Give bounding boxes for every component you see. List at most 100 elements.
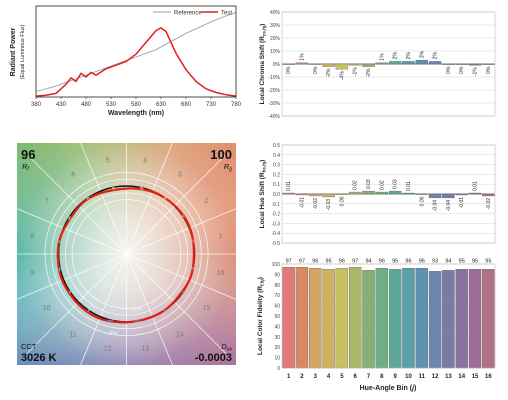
bar <box>455 269 468 369</box>
bar <box>428 193 442 199</box>
shift-vector-arrowhead <box>68 290 72 294</box>
bar <box>428 61 442 65</box>
fidelity-x-tick-label: 2 <box>300 374 304 380</box>
hue-bin-number: 1 <box>219 233 223 240</box>
bar <box>402 192 415 195</box>
bar-value-label: 94 <box>445 259 451 265</box>
spectrum-x-axis-label: Wavelength (nm) <box>108 110 164 117</box>
bar <box>362 270 375 369</box>
bar-value-label: -0.01 <box>299 197 305 209</box>
y-tick-label: -0.5 <box>271 241 280 247</box>
hue-bin-spoke <box>126 143 173 255</box>
y-tick-label: 0.3 <box>273 163 280 169</box>
hue-bin-spoke <box>126 154 226 255</box>
bar-value-label: 0.02 <box>379 180 385 190</box>
reference-ring <box>64 192 189 316</box>
bar <box>375 62 389 65</box>
shift-vector-arrowhead <box>68 217 72 221</box>
shift-vector-arrowhead <box>107 319 111 323</box>
bar <box>415 268 428 369</box>
fidelity-x-tick-label: 16 <box>485 374 492 380</box>
bar-value-label: 95 <box>485 259 491 265</box>
chroma-plot-frame <box>281 11 496 117</box>
bar-value-label: -4% <box>339 71 345 80</box>
hue-bin-spoke <box>80 143 127 255</box>
spectrum-x-tick-label: 580 <box>131 102 142 108</box>
fidelity-x-tick-label: 11 <box>419 374 426 380</box>
spectrum-x-tick-label: 430 <box>56 102 67 108</box>
bar <box>402 61 415 65</box>
shift-vector-arrowhead <box>134 319 138 323</box>
shift-vector-arrowhead <box>58 268 62 272</box>
ring-label-minus20: -20% <box>132 306 143 311</box>
bar <box>282 63 295 65</box>
rg-value: 100 <box>210 147 232 162</box>
shift-vector-arrowhead <box>140 186 144 190</box>
bar-value-label: 95 <box>472 259 478 265</box>
hue-bin-number: 14 <box>176 331 184 338</box>
fidelity-y-axis-label: Local Color Fidelity (Rf,hj) <box>257 277 265 355</box>
hue-y-axis-label: Local Hue Shift (Rhs,hj) <box>259 160 267 229</box>
bar <box>388 269 402 369</box>
bar-value-label: 0% <box>486 66 492 74</box>
y-tick-label: 10% <box>270 49 281 55</box>
shift-vector-arrowhead <box>191 266 195 270</box>
bar-value-label: 0% <box>446 66 452 74</box>
y-tick-label: -0.4 <box>271 231 280 237</box>
reference-spectrum-line <box>35 11 237 92</box>
bar-value-label: 1% <box>299 53 305 61</box>
bar <box>415 59 428 65</box>
hue-bin-number: 15 <box>202 305 210 312</box>
cct-value: 3026 K <box>21 352 57 364</box>
bar-value-label: 2% <box>433 52 439 60</box>
bar-value-label: 96 <box>339 259 345 265</box>
bar <box>388 61 402 65</box>
bar-value-label: 96 <box>419 259 425 265</box>
reference-ring <box>44 172 209 336</box>
fidelity-x-tick-label: 12 <box>432 374 439 380</box>
shift-vector-arrowhead <box>191 239 195 243</box>
bar <box>415 193 428 195</box>
y-tick-label: 20% <box>270 36 281 42</box>
y-tick-label: -40% <box>268 114 280 120</box>
bar-value-label: -0.01 <box>459 197 465 209</box>
bar-value-label: 97 <box>286 259 292 265</box>
bar-value-label: 3% <box>419 50 425 58</box>
bar <box>295 266 309 369</box>
bar <box>362 63 375 67</box>
bar-value-label: 93 <box>432 259 438 265</box>
bar-value-label: 97 <box>352 259 358 265</box>
rf-label: Rf <box>22 162 29 173</box>
shift-vector-arrowhead <box>181 290 185 294</box>
y-tick-label: -10% <box>268 75 280 81</box>
y-tick-label: 0.4 <box>273 153 280 159</box>
y-tick-label: 0.5 <box>273 143 280 149</box>
shift-vector-arrowhead <box>87 309 91 313</box>
hue-bin-number: 12 <box>104 346 112 353</box>
bar-value-label: 97 <box>299 259 305 265</box>
y-tick-label: -0.1 <box>271 202 280 208</box>
fidelity-x-tick-label: 8 <box>380 374 384 380</box>
bar-value-label: 95 <box>392 259 398 265</box>
y-tick-label: 20 <box>274 345 280 351</box>
bar <box>309 63 322 65</box>
bar-value-label: 0% <box>313 66 319 74</box>
y-tick-label: 40 <box>274 324 280 330</box>
duv-value: -0.0003 <box>195 352 232 364</box>
fidelity-x-tick-label: 4 <box>327 374 331 380</box>
hue-bin-number: 13 <box>141 346 149 353</box>
shift-vector-arrowhead <box>181 214 185 217</box>
shift-vector-arrowhead <box>58 240 62 244</box>
spectrum-x-tick-label: 530 <box>106 102 117 108</box>
fidelity-x-tick-label: 14 <box>458 374 465 380</box>
bar <box>349 191 362 195</box>
spectrum-x-tick-label: 480 <box>81 102 92 108</box>
fidelity-plot-frame <box>281 263 496 369</box>
bar-value-label: 95 <box>459 259 465 265</box>
bar-value-label: 2% <box>393 52 399 60</box>
bar <box>309 193 322 197</box>
bar-value-label: -0.02 <box>313 198 319 210</box>
hue-bin-number: 11 <box>70 331 77 338</box>
y-tick-label: -0.3 <box>271 221 280 227</box>
